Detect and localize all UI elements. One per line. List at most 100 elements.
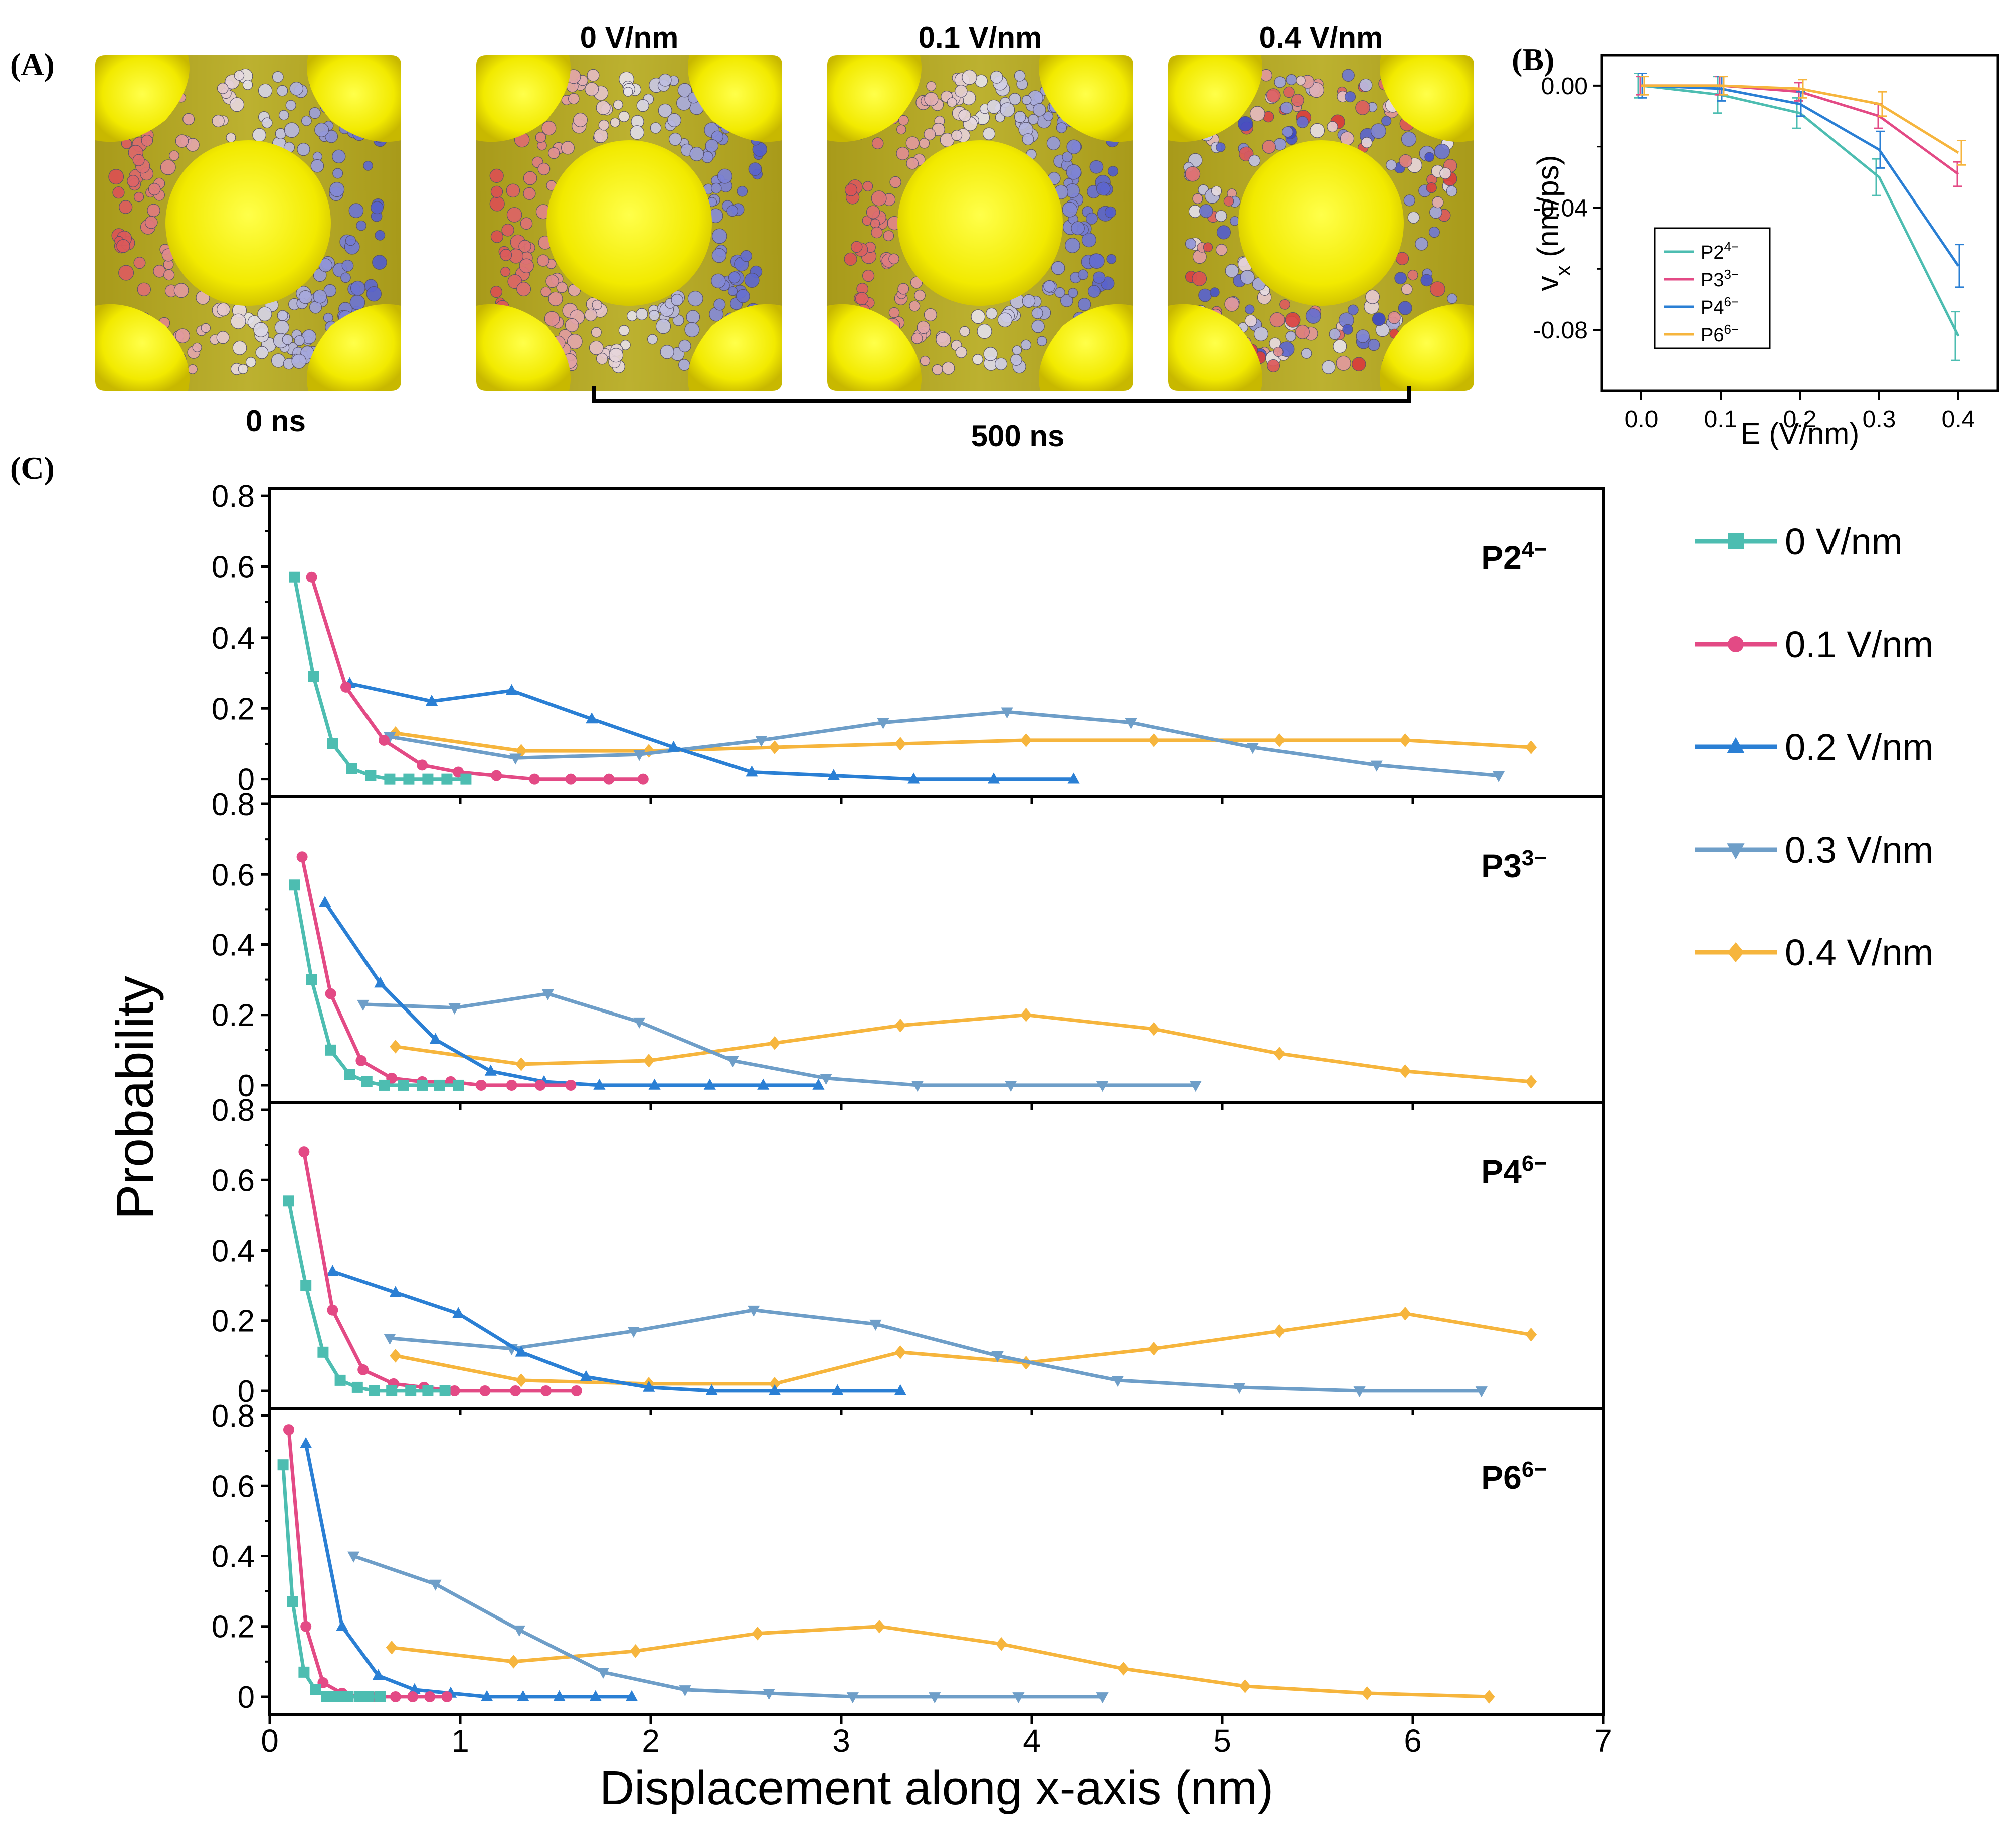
ion-particle [924,92,939,106]
c-x-tick-label: 3 [832,1723,850,1759]
ion-particle [1062,201,1078,218]
c-data-point [593,1078,606,1090]
ion-particle [271,353,286,368]
ion-particle [905,136,920,150]
ion-particle [313,289,327,304]
c-subplot-title: P66− [1481,1457,1547,1496]
ion-particle [297,143,310,156]
ion-particle [977,323,992,339]
ion-particle [175,134,189,148]
ion-particle [1078,269,1089,280]
c-data-point [422,1385,434,1396]
c-series-line [391,1625,1490,1699]
ion-particle [1225,264,1239,278]
ion-particle [593,128,608,143]
ion-particle [144,216,158,229]
ion-particle [350,280,365,296]
ion-particle [955,85,968,98]
c-series-triangle-up [343,677,1080,784]
ion-particle [610,117,620,128]
ion-particle [883,230,894,241]
ion-particle [372,255,387,270]
panel-c-subplots: 0 0.2 0.4 0.6 0.8 P24− 0 0.2 0.4 0.6 0.8 P33− 0 0.2 0.… [212,479,1605,1724]
panel-c-x-ticks: 0 1 2 3 4 5 6 7 [261,1723,1612,1759]
ion-particle [1031,307,1043,319]
ion-particle [671,294,683,306]
ion-particle [535,132,546,143]
c-data-point [637,773,649,785]
b-legend-sup: 3− [1724,267,1739,282]
ion-particle [232,340,247,355]
ion-particle [1267,359,1280,372]
c-y-tick-label: 0.8 [212,787,255,822]
ion-particle [1224,297,1240,312]
ion-particle [609,348,624,363]
c-subplot-p3: 0 0.2 0.4 0.6 0.8 P33− [212,787,1605,1110]
c-data-point [340,681,351,693]
c-series-line [323,901,819,1087]
ion-particle [500,267,511,277]
c-y-tick-label: 0.6 [212,550,255,585]
b-y-tick-label: 0.00 [1541,73,1588,100]
c-data-point [869,1319,882,1331]
ion-particle [1296,116,1309,128]
panel-c-xlabel: Displacement along x-axis (nm) [600,1761,1273,1815]
ion-particle [994,357,1008,370]
c-data-point [705,1384,718,1395]
ion-particle [658,73,672,87]
ion-particle [650,122,662,134]
ion-particle [544,311,560,327]
c-data-point [1189,1081,1202,1092]
ion-particle [1381,116,1392,126]
ion-particle [545,274,559,288]
c-series-triangle-up [326,1265,906,1395]
c-data-point [439,1385,451,1396]
framework-corner-cage [1168,55,1262,142]
ion-particle [310,159,324,173]
c-data-point [479,1385,491,1396]
c-data-point [505,684,518,695]
ion-particle [1185,238,1196,250]
ion-particle [291,354,307,369]
c-data-point [630,1644,642,1658]
ion-particle [866,205,880,219]
c-series-square [283,1195,451,1396]
c-data-point [597,1668,610,1679]
c-y-tick-label: 0.4 [212,1539,255,1574]
b-x-tick-label: 0.3 [1863,406,1896,433]
ion-particle [1240,270,1255,285]
ion-particle [500,249,512,261]
ion-particle [1407,211,1420,224]
ion-particle [325,130,338,143]
ion-particle [561,141,575,155]
c-data-point [289,571,300,583]
ion-particle [1266,88,1281,103]
ion-particle [851,241,863,253]
ion-particle [1309,82,1325,98]
c-data-point [627,1326,640,1338]
c-y-tick-label: 0.2 [212,1610,255,1645]
c-data-point [306,974,317,985]
c-data-point [515,1373,527,1387]
c-data-point [379,734,390,746]
c-subplot-sup: 6− [1522,1151,1547,1176]
ion-particle [255,346,269,359]
panel-a: (A) 0 V/nm 0.1 V/nm 0.4 V/nm 0 ns 500 ns [10,21,1474,453]
ion-particle [1285,331,1296,342]
ion-particle [1398,301,1412,315]
c-y-tick-label: 0 [238,1374,255,1409]
ion-particle [253,322,269,337]
c-subplot-name: P6 [1481,1459,1522,1496]
ion-particle [598,120,610,131]
ion-particle [163,269,175,281]
c-series-line [349,682,1074,781]
panel-c-legend: 0 V/nm 0.1 V/nm 0.2 V/nm 0.3 V/nm 0.4 V/nm [1695,521,1933,973]
c-subplot-title: P33− [1481,846,1547,885]
ion-particle [1273,347,1284,357]
c-data-point [417,1079,428,1091]
ion-particle [261,117,273,129]
panel-b-xlabel: E (V/nm) [1741,417,1860,450]
c-data-point [757,1078,770,1090]
ion-particle [1107,166,1119,177]
ion-particle [678,359,690,371]
